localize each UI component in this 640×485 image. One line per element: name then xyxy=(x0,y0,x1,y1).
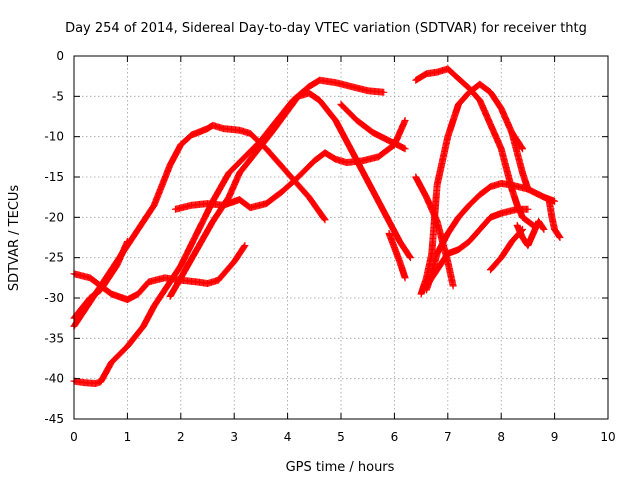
y-axis-title: SDTVAR / TECUs xyxy=(7,185,22,292)
y-tick-label: -5 xyxy=(52,89,64,103)
y-tick-label: -30 xyxy=(44,291,64,305)
y-tick-label: 0 xyxy=(56,49,64,63)
series-arc-2 xyxy=(70,238,131,322)
y-tick-label: -20 xyxy=(44,210,64,224)
x-tick-label: 5 xyxy=(337,430,345,444)
x-tick-label: 7 xyxy=(444,430,452,444)
x-tick-label: 9 xyxy=(551,430,559,444)
x-tick-label: 2 xyxy=(177,430,185,444)
x-tick-label: 3 xyxy=(230,430,238,444)
axis-ticks xyxy=(73,55,609,420)
y-tick-label: -35 xyxy=(44,331,64,345)
x-tick-label: 10 xyxy=(600,430,615,444)
x-axis-title: GPS time / hours xyxy=(286,460,395,475)
series-arc-6 xyxy=(171,117,409,213)
series-arc-5 xyxy=(166,89,414,300)
y-tick-label: -40 xyxy=(44,372,64,386)
y-tick-label: -25 xyxy=(44,251,64,265)
data-points xyxy=(70,65,564,388)
x-tick-label: 1 xyxy=(124,430,132,444)
grid xyxy=(74,56,608,419)
y-tick-label: -45 xyxy=(44,412,64,426)
y-tick-labels: 0 -5 -10 -15 -20 -25 -30 -35 -40 -45 xyxy=(44,49,64,426)
x-tick-labels: 0 1 2 3 4 5 6 7 8 9 10 xyxy=(70,430,615,444)
x-tick-label: 8 xyxy=(497,430,505,444)
series-arc-9 xyxy=(422,179,559,294)
series-arc-17 xyxy=(513,217,548,250)
chart-title: Day 254 of 2014, Sidereal Day-to-day VTE… xyxy=(65,21,587,36)
y-tick-label: -15 xyxy=(44,170,64,184)
x-tick-label: 6 xyxy=(391,430,399,444)
series-arc-7 xyxy=(337,100,409,153)
series-arc-12 xyxy=(412,173,457,290)
series-arc-16 xyxy=(545,197,564,241)
y-tick-label: -10 xyxy=(44,130,64,144)
series-arc-13 xyxy=(422,205,532,290)
series-arc-8 xyxy=(385,229,409,282)
x-tick-label: 0 xyxy=(70,430,78,444)
series-arc-15 xyxy=(508,129,532,193)
series-arc-10 xyxy=(417,80,527,298)
x-tick-label: 4 xyxy=(284,430,292,444)
